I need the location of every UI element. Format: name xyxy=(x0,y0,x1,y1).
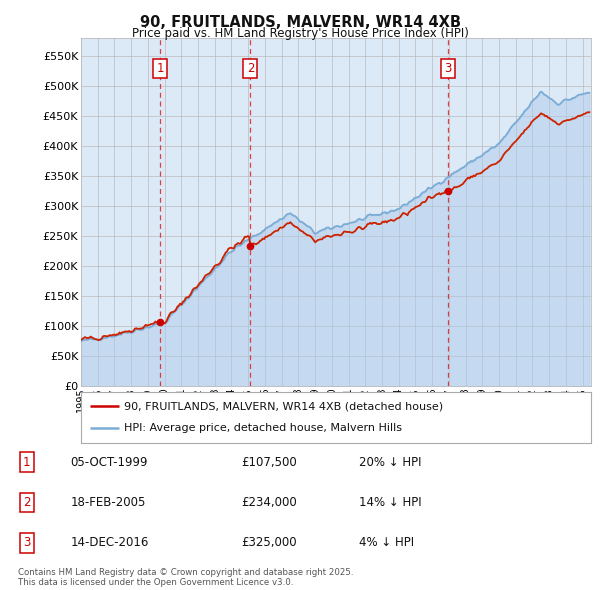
Text: 20% ↓ HPI: 20% ↓ HPI xyxy=(359,455,421,468)
Text: 2: 2 xyxy=(23,496,31,509)
Text: HPI: Average price, detached house, Malvern Hills: HPI: Average price, detached house, Malv… xyxy=(124,424,403,434)
Text: 3: 3 xyxy=(23,536,30,549)
Text: 3: 3 xyxy=(445,62,452,75)
Text: 1: 1 xyxy=(23,455,31,468)
Text: 14% ↓ HPI: 14% ↓ HPI xyxy=(359,496,421,509)
Text: £325,000: £325,000 xyxy=(241,536,297,549)
Text: 4% ↓ HPI: 4% ↓ HPI xyxy=(359,536,414,549)
Text: £107,500: £107,500 xyxy=(241,455,297,468)
Text: Contains HM Land Registry data © Crown copyright and database right 2025.
This d: Contains HM Land Registry data © Crown c… xyxy=(18,568,353,587)
Text: £234,000: £234,000 xyxy=(241,496,297,509)
Text: 2: 2 xyxy=(247,62,254,75)
Text: Price paid vs. HM Land Registry's House Price Index (HPI): Price paid vs. HM Land Registry's House … xyxy=(131,27,469,40)
Text: 90, FRUITLANDS, MALVERN, WR14 4XB: 90, FRUITLANDS, MALVERN, WR14 4XB xyxy=(139,15,461,30)
Text: 18-FEB-2005: 18-FEB-2005 xyxy=(71,496,146,509)
Text: 14-DEC-2016: 14-DEC-2016 xyxy=(71,536,149,549)
Text: 05-OCT-1999: 05-OCT-1999 xyxy=(71,455,148,468)
Text: 90, FRUITLANDS, MALVERN, WR14 4XB (detached house): 90, FRUITLANDS, MALVERN, WR14 4XB (detac… xyxy=(124,401,443,411)
Text: 1: 1 xyxy=(157,62,164,75)
